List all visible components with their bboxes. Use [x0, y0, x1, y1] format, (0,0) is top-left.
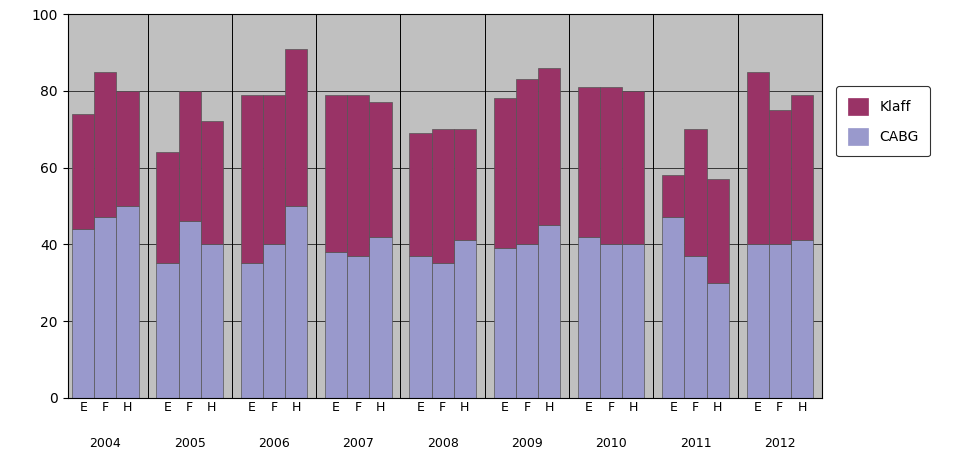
Text: 2004: 2004 — [90, 437, 121, 450]
Bar — [285, 49, 308, 206]
Text: 2012: 2012 — [764, 437, 796, 450]
Bar — [201, 244, 223, 398]
Bar — [263, 244, 285, 398]
Bar — [601, 87, 623, 244]
Bar — [538, 68, 560, 225]
Bar — [747, 244, 769, 398]
Bar — [791, 95, 813, 241]
Bar — [454, 129, 476, 241]
Bar — [578, 87, 601, 237]
Bar — [263, 95, 285, 244]
Text: 2011: 2011 — [680, 437, 712, 450]
Text: 2006: 2006 — [258, 437, 290, 450]
Text: 2008: 2008 — [426, 437, 458, 450]
Bar — [409, 133, 431, 256]
Bar — [73, 229, 95, 398]
Bar — [685, 256, 707, 398]
Bar — [707, 283, 729, 398]
Bar — [769, 110, 791, 244]
Bar — [578, 237, 601, 398]
Bar — [493, 248, 515, 398]
Bar — [116, 91, 138, 206]
Bar — [431, 263, 454, 398]
Bar — [201, 122, 223, 244]
Bar — [73, 114, 95, 229]
Bar — [454, 241, 476, 398]
Bar — [157, 263, 179, 398]
Bar — [409, 256, 431, 398]
Bar — [369, 237, 392, 398]
Bar — [347, 256, 369, 398]
Bar — [623, 91, 644, 244]
Bar — [179, 91, 201, 221]
Bar — [791, 241, 813, 398]
Bar — [707, 179, 729, 283]
Bar — [747, 72, 769, 244]
Bar — [493, 98, 515, 248]
Bar — [662, 218, 685, 398]
Bar — [241, 263, 263, 398]
Bar — [157, 152, 179, 263]
Bar — [431, 129, 454, 263]
Text: 2009: 2009 — [511, 437, 542, 450]
Bar — [515, 244, 538, 398]
Legend: Klaff, CABG: Klaff, CABG — [836, 87, 930, 156]
Bar — [116, 206, 138, 398]
Text: 2007: 2007 — [342, 437, 374, 450]
Bar — [241, 95, 263, 263]
Bar — [285, 206, 308, 398]
Bar — [369, 102, 392, 237]
Bar — [347, 95, 369, 256]
Bar — [538, 225, 560, 398]
Bar — [95, 72, 116, 218]
Bar — [601, 244, 623, 398]
Bar — [95, 218, 116, 398]
Text: 2010: 2010 — [596, 437, 627, 450]
Bar — [769, 244, 791, 398]
Bar — [685, 129, 707, 256]
Bar — [662, 175, 685, 218]
Text: 2005: 2005 — [174, 437, 206, 450]
Bar — [515, 79, 538, 244]
Bar — [325, 95, 347, 252]
Bar — [623, 244, 644, 398]
Bar — [179, 221, 201, 398]
Bar — [325, 252, 347, 398]
